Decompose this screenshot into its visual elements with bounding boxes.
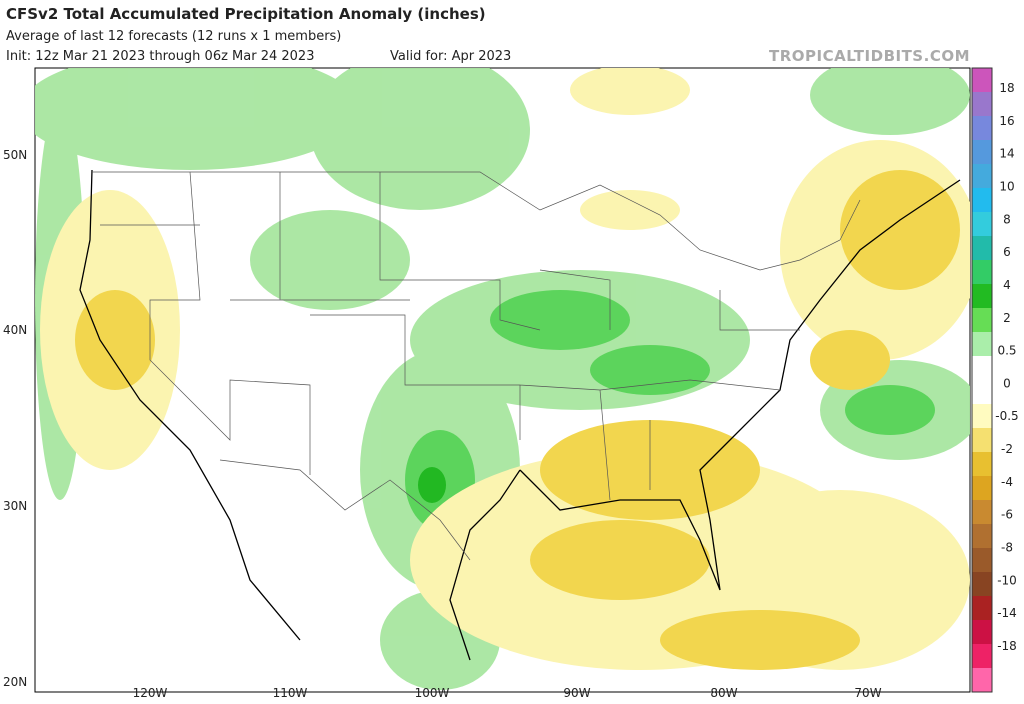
gulf-atlantic-coast: [519, 179, 961, 591]
colorbar-swatch: [972, 308, 992, 333]
colorbar-swatch: [972, 140, 992, 165]
lon-label: 70W: [854, 686, 881, 700]
colorbar-label: -6: [1001, 508, 1013, 522]
colorbar-label: 0: [1003, 376, 1011, 390]
colorbar-label: 0.5: [997, 344, 1016, 358]
colorbar-swatch: [972, 164, 992, 189]
colorbar-label: -10: [997, 573, 1017, 587]
lat-label: 50N: [3, 148, 27, 162]
colorbar-swatch: [972, 428, 992, 453]
init-time: Init: 12z Mar 21 2023 through 06z Mar 24…: [6, 49, 314, 64]
colorbar-label: -4: [1001, 475, 1013, 489]
subtitle: Average of last 12 forecasts (12 runs x …: [6, 29, 341, 44]
colorbar-swatch: [972, 596, 992, 621]
colorbar-label: 4: [1003, 278, 1011, 292]
colorbar-swatch: [972, 668, 992, 693]
canada-border: [92, 171, 861, 271]
colorbar-swatch: [972, 284, 992, 309]
colorbar-label: -8: [1001, 541, 1013, 555]
colorbar-swatch: [972, 260, 992, 285]
colorbar-swatch: [972, 356, 992, 381]
colorbar-swatch: [972, 92, 992, 117]
title: CFSv2 Total Accumulated Precipitation An…: [6, 5, 486, 23]
colorbar-frame: [971, 67, 993, 693]
valid-time: Valid for: Apr 2023: [390, 49, 511, 64]
colorbar-label: 18: [999, 81, 1014, 95]
colorbar-swatch: [972, 500, 992, 525]
colorbar-label: 6: [1003, 245, 1011, 259]
lon-label: 120W: [133, 686, 168, 700]
colorbar-swatch: [972, 620, 992, 645]
colorbar-swatch: [972, 572, 992, 597]
colorbar-swatch: [972, 188, 992, 213]
watermark: TROPICALTIDBITS.COM: [769, 47, 970, 65]
lat-label: 20N: [3, 675, 27, 689]
colorbar-label: -0.5: [995, 409, 1018, 423]
colorbar-label: 8: [1003, 212, 1011, 226]
colorbar-swatch: [972, 452, 992, 477]
colorbar-label: 10: [999, 179, 1014, 193]
colorbar-label: 2: [1003, 311, 1011, 325]
anomaly-field: [35, 68, 970, 690]
colorbar-swatch: [972, 116, 992, 141]
colorbar: 18 16 14 10 8 6 4 2 0.5 0 -0.5 -2 -4 -6 -8 -10 -14 -18: [971, 67, 1019, 693]
gulf-coast-west: [449, 469, 521, 661]
colorbar-swatch: [972, 332, 992, 357]
pacific-coast: [79, 169, 301, 641]
colorbar-label: -2: [1001, 442, 1013, 456]
lon-label: 100W: [415, 686, 450, 700]
lat-label: 30N: [3, 499, 27, 513]
state-lines: [100, 171, 800, 501]
colorbar-label: 14: [999, 147, 1014, 161]
map: [34, 67, 971, 693]
colorbar-swatch: [972, 236, 992, 261]
mexico-border: [219, 459, 471, 561]
colorbar-swatch: [972, 404, 992, 429]
lon-label: 110W: [273, 686, 308, 700]
colorbar-label: 16: [999, 114, 1014, 128]
boundaries: [79, 169, 961, 661]
colorbar-swatch: [972, 524, 992, 549]
colorbar-swatch: [972, 644, 992, 669]
colorbar-swatch: [972, 548, 992, 573]
colorbar-swatch: [972, 68, 992, 93]
lon-label: 90W: [563, 686, 590, 700]
colorbar-label: -14: [997, 606, 1017, 620]
lon-label: 80W: [710, 686, 737, 700]
colorbar-swatch: [972, 380, 992, 405]
colorbar-swatch: [972, 212, 992, 237]
colorbar-swatch: [972, 476, 992, 501]
lat-label: 40N: [3, 323, 27, 337]
colorbar-label: -18: [997, 639, 1017, 653]
